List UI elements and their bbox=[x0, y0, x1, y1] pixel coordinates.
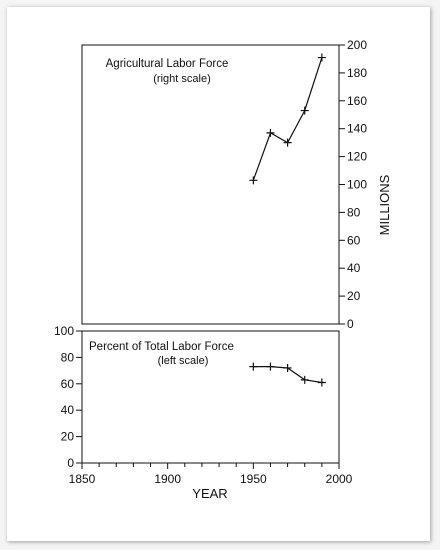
bottom-chart-subtitle: (left scale) bbox=[158, 355, 209, 367]
left-y-tick-label: 20 bbox=[61, 430, 75, 444]
percent-labor-point bbox=[266, 362, 275, 371]
percent-labor-series bbox=[249, 362, 326, 387]
x-tick-label: 2000 bbox=[326, 472, 353, 486]
right-y-tick-label: 160 bbox=[347, 94, 367, 108]
x-tick-label: 1950 bbox=[240, 472, 267, 486]
right-y-tick-label: 120 bbox=[347, 150, 367, 164]
left-y-axis: 0 20 40 60 80 100 bbox=[54, 324, 82, 470]
x-axis: 1850 1900 1950 2000 bbox=[69, 463, 353, 486]
right-y-tick-label: 200 bbox=[347, 38, 367, 52]
agricultural-labor-series bbox=[249, 53, 326, 185]
right-y-tick-label: 20 bbox=[347, 289, 361, 303]
left-y-tick-label: 0 bbox=[67, 456, 74, 470]
right-y-tick-label: 40 bbox=[347, 261, 361, 275]
agricultural-labor-point bbox=[317, 53, 326, 62]
right-axis-label: MILLIONS bbox=[377, 174, 392, 235]
agricultural-labor-line bbox=[252, 57, 323, 181]
chart-figure: Agricultural Labor Force (right scale) M… bbox=[54, 38, 392, 501]
right-y-tick-label: 60 bbox=[347, 233, 361, 247]
bottom-panel-frame bbox=[81, 330, 340, 464]
right-y-tick-label: 0 bbox=[347, 317, 354, 331]
left-y-tick-label: 60 bbox=[61, 377, 75, 391]
agricultural-labor-point bbox=[300, 106, 309, 115]
left-y-tick-label: 80 bbox=[61, 350, 75, 364]
page-card: Agricultural Labor Force (right scale) M… bbox=[7, 7, 430, 541]
x-tick-label: 1900 bbox=[154, 472, 181, 486]
agricultural-labor-point bbox=[266, 128, 275, 137]
percent-labor-point bbox=[317, 378, 326, 387]
right-y-tick-label: 80 bbox=[347, 205, 361, 219]
percent-labor-point bbox=[300, 375, 309, 384]
top-chart-title: Agricultural Labor Force bbox=[106, 58, 229, 70]
bottom-chart-title: Percent of Total Labor Force bbox=[89, 341, 234, 353]
right-y-tick-label: 180 bbox=[347, 66, 367, 80]
right-y-tick-label: 140 bbox=[347, 122, 367, 136]
percent-labor-point bbox=[249, 362, 258, 371]
right-y-axis: 0 20 40 60 80 100 120 140 160 180 200 bbox=[339, 38, 367, 331]
percent-labor-point bbox=[283, 363, 292, 372]
top-panel-frame bbox=[81, 44, 340, 325]
left-y-tick-label: 40 bbox=[61, 403, 75, 417]
agricultural-labor-point bbox=[283, 138, 292, 147]
x-axis-label: YEAR bbox=[192, 486, 227, 501]
top-chart-subtitle: (right scale) bbox=[153, 73, 210, 85]
left-y-tick-label: 100 bbox=[54, 324, 74, 338]
right-y-tick-label: 100 bbox=[347, 178, 367, 192]
x-tick-label: 1850 bbox=[69, 472, 96, 486]
agricultural-labor-point bbox=[249, 176, 258, 185]
